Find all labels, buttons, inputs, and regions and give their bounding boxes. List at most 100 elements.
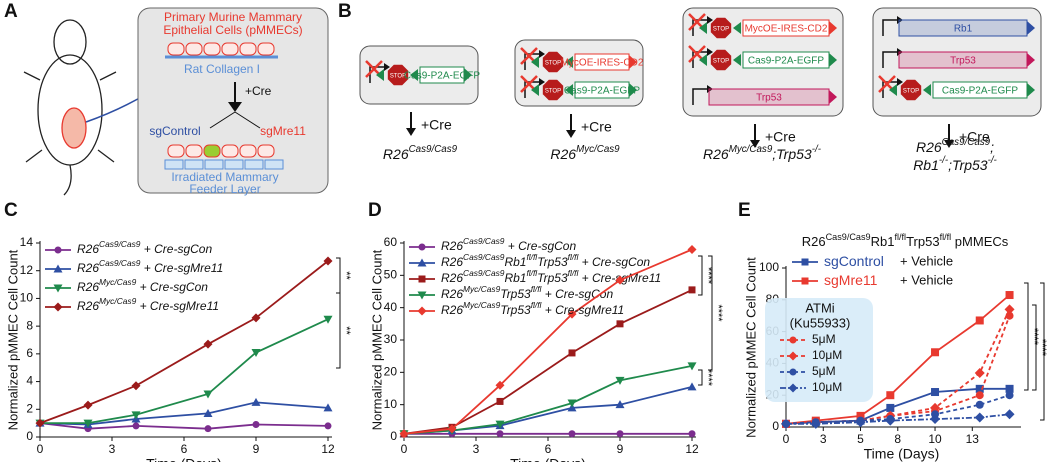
genotype-part: R26 — [383, 146, 409, 162]
marker — [931, 388, 940, 397]
loxp-end — [1027, 21, 1035, 35]
legend-label-part: Rb1 — [504, 255, 526, 269]
sig-bracket — [698, 369, 703, 386]
marker — [54, 246, 62, 254]
box-title: Epithelial Cells (pMMECs) — [163, 23, 302, 37]
promoter — [882, 19, 897, 36]
marker — [251, 348, 261, 357]
marker — [1004, 304, 1015, 315]
y-tick-label: 100 — [759, 260, 779, 274]
stop-sign — [900, 79, 922, 101]
gene-label: Rb1 — [954, 24, 973, 35]
sig-label: **** — [702, 369, 714, 387]
promoter — [692, 51, 707, 68]
inset-title: ATMi — [805, 300, 834, 315]
gene-label: MycOE-IRES-CD2 — [745, 24, 828, 35]
cre-arrowhead — [750, 140, 760, 148]
marker — [931, 348, 940, 357]
marker — [417, 258, 427, 267]
loxp — [733, 54, 741, 66]
x-tick-label: 3 — [473, 442, 480, 456]
legend-label-part: R26 — [441, 255, 463, 269]
stop-label: STOP — [713, 27, 729, 33]
cre-arrowhead — [944, 140, 954, 148]
loxp — [410, 69, 418, 81]
x-tick-label: 13 — [966, 432, 980, 446]
x-tick-label: 10 — [928, 432, 942, 446]
stop-sign — [387, 64, 409, 86]
genotype-part: ;Trp53 — [772, 146, 812, 162]
marker — [801, 258, 809, 266]
x-tick-label: 0 — [401, 442, 408, 456]
marker — [447, 424, 457, 434]
genotype-part: Rb1 — [913, 157, 939, 173]
x-tick-label: 12 — [321, 442, 335, 456]
construct-box — [359, 45, 479, 105]
loxp-end — [1027, 53, 1035, 67]
legend-label-part: fl/fl — [526, 268, 538, 278]
legend-label-part: Trp53 — [500, 287, 531, 301]
legend-label-part: Trp53 — [537, 271, 568, 285]
marker — [974, 412, 985, 423]
y-tick-label: 6 — [26, 346, 33, 360]
marker — [83, 419, 93, 428]
genotype-part: -/- — [812, 144, 822, 155]
legend-label-part: Myc/Cas9 — [99, 277, 137, 287]
chart-title-part: Cas9/Cas9 — [826, 232, 871, 242]
legend-label-part: R26 — [441, 303, 463, 317]
marker — [687, 382, 697, 391]
promoter — [524, 53, 539, 70]
panel-label: C — [4, 200, 18, 221]
sig-bracket — [336, 257, 341, 294]
genotype-part: ;Trp53 — [948, 157, 988, 173]
stop-sign — [542, 51, 564, 73]
marker — [1004, 409, 1015, 420]
legend-label-part: + Cre-sgCon — [136, 280, 208, 294]
gene-label: Cas9-P2A-EGFP — [564, 86, 640, 97]
legend-label-part: Trp53 — [500, 303, 531, 317]
legend-suffix: + Vehicle — [900, 272, 953, 287]
marker — [781, 418, 791, 429]
stop-label: STOP — [545, 61, 561, 67]
genotype: R26Myc/Cas9;Trp53-/- — [703, 144, 822, 162]
series-line — [403, 248, 693, 435]
marker — [616, 430, 624, 438]
chart-title-part: Trp53 — [906, 234, 939, 249]
genotype-part: R26 — [703, 146, 729, 162]
x-axis-label: Time (Days) — [510, 456, 586, 462]
loxp — [699, 22, 707, 34]
loxp — [889, 84, 897, 96]
legend-label-part: + Cre-sgMre11 — [136, 299, 219, 313]
legend-label-part: fl/fl — [526, 252, 538, 262]
legend-label-part: Cas9/Cas9 — [99, 239, 141, 249]
legend-label-part: Rb1 — [504, 271, 526, 285]
loxp — [733, 22, 741, 34]
marker — [399, 429, 409, 439]
legend-label-part: Myc/Cas9 — [99, 296, 137, 306]
marker — [1005, 291, 1014, 300]
x-tick-label: 5 — [857, 432, 864, 446]
x-tick-label: 3 — [820, 432, 827, 446]
legend-label: R26Myc/Cas9 + Cre-sgCon — [77, 277, 208, 294]
legend-label-part: Myc/Cas9 — [463, 300, 501, 310]
sig-label: **** — [702, 267, 714, 285]
loxp-end — [629, 83, 637, 97]
marker — [615, 275, 625, 285]
marker — [53, 302, 63, 312]
marker — [810, 418, 821, 429]
marker — [886, 403, 895, 412]
legend-label-part: + Cre-sgCon — [578, 255, 650, 269]
x-tick-label: 6 — [545, 442, 552, 456]
sig-label: **** — [1036, 339, 1048, 357]
feeder-label: Feeder Layer — [189, 182, 260, 196]
marker — [930, 402, 941, 413]
series-line — [40, 318, 329, 424]
stop-label: STOP — [903, 89, 919, 95]
sig-label: **** — [1028, 328, 1040, 346]
marker — [885, 415, 896, 426]
stop-sign — [710, 17, 732, 39]
mouse-drawing — [23, 19, 151, 196]
legend-label-part: fl/fl — [531, 284, 543, 294]
stop-label: STOP — [713, 59, 729, 65]
